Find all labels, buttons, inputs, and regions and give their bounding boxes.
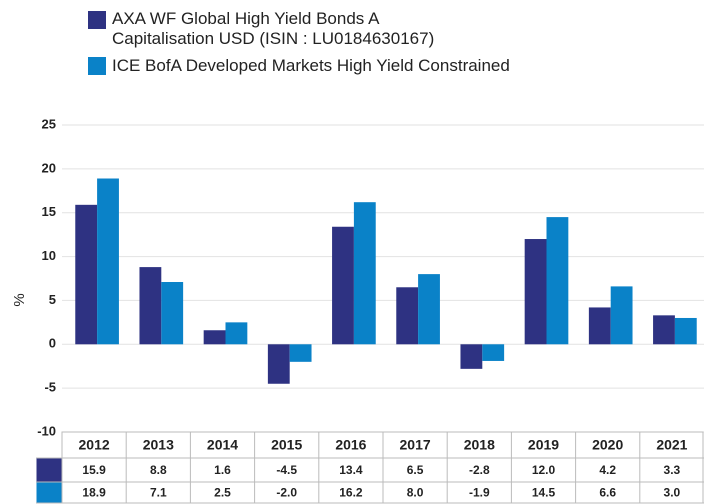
bar [161, 282, 184, 345]
bar [267, 344, 290, 384]
y-tick-label: 20 [42, 160, 56, 175]
data-label: 13.4 [339, 463, 363, 477]
data-label: 7.1 [150, 486, 167, 500]
x-tick-label: 2017 [400, 437, 431, 453]
data-label: 16.2 [339, 486, 363, 500]
bar [396, 287, 419, 345]
x-tick-label: 2016 [335, 437, 366, 453]
x-tick-label: 2021 [656, 437, 687, 453]
bar [203, 330, 226, 345]
data-label: -2.8 [469, 463, 490, 477]
data-label: 2.5 [214, 486, 231, 500]
data-label: 14.5 [532, 486, 556, 500]
data-label: 3.3 [664, 463, 681, 477]
x-tick-label: 2012 [79, 437, 110, 453]
data-label: 1.6 [214, 463, 231, 477]
x-tick-label: 2018 [464, 437, 495, 453]
bar [418, 274, 440, 345]
data-label: 18.9 [82, 486, 106, 500]
bar [674, 317, 697, 345]
bar [289, 344, 312, 362]
legend-label: ICE BofA Developed Markets High Yield Co… [112, 56, 510, 75]
bar [139, 267, 162, 345]
bar [546, 217, 569, 345]
bar [524, 239, 547, 345]
bar [653, 315, 675, 345]
y-tick-label: 15 [42, 204, 56, 219]
bar [75, 204, 98, 345]
legend-label: AXA WF Global High Yield Bonds A Capital… [112, 9, 435, 48]
table-row-swatch [35, 457, 63, 483]
bar [460, 344, 483, 369]
bar [97, 178, 119, 345]
data-label: -2.0 [276, 486, 297, 500]
data-label: 6.5 [407, 463, 424, 477]
legend-swatch [88, 11, 106, 29]
y-tick-label: 10 [42, 248, 56, 263]
data-label: -1.9 [469, 486, 490, 500]
bar [588, 307, 611, 345]
bar [332, 226, 354, 345]
data-label: 6.6 [599, 486, 616, 500]
x-tick-label: 2015 [271, 437, 302, 453]
y-tick-label: 25 [42, 116, 56, 131]
y-tick-label: 0 [49, 336, 56, 351]
x-tick-label: 2014 [207, 437, 238, 453]
data-label: 12.0 [532, 463, 556, 477]
table-row-swatch [35, 481, 63, 504]
bar [610, 286, 633, 345]
y-tick-label: 5 [49, 292, 56, 307]
data-label: 4.2 [599, 463, 616, 477]
data-label: 15.9 [82, 463, 106, 477]
data-label: -4.5 [276, 463, 297, 477]
bar [225, 322, 248, 345]
data-label: 8.8 [150, 463, 167, 477]
x-tick-label: 2013 [143, 437, 174, 453]
y-tick-label: -5 [44, 380, 56, 395]
x-tick-label: 2020 [592, 437, 623, 453]
y-axis-label: % [11, 293, 28, 306]
legend-swatch [88, 57, 106, 75]
x-tick-label: 2019 [528, 437, 559, 453]
y-tick-label: -10 [37, 423, 56, 438]
bar [482, 344, 505, 361]
data-label: 3.0 [664, 486, 681, 500]
data-label: 8.0 [407, 486, 424, 500]
bar [353, 202, 376, 345]
